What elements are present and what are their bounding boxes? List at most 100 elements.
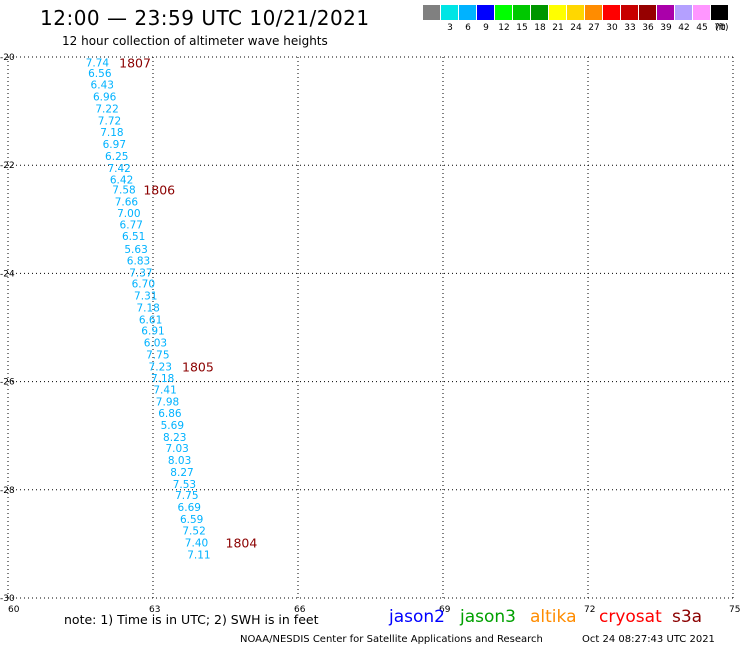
swh-value-label: 6.69 [178,502,201,514]
x-tick-label: 66 [294,605,306,615]
y-tick-label: -20 [0,53,15,63]
swh-value-label: 7.66 [115,196,139,208]
swh-value-label: 6.25 [105,151,128,163]
footer-timestamp: Oct 24 08:27:43 UTC 2021 [582,634,715,645]
swh-value-label: 7.75 [146,350,169,362]
y-tick-label: -26 [0,378,15,388]
swh-value-label: 5.63 [124,244,147,256]
swh-value-label: 7.72 [98,115,121,127]
footer-credit: NOAA/NESDIS Center for Satellite Applica… [240,634,543,645]
pass-time-label: 1806 [143,183,175,198]
legend-label: 39 [660,23,672,33]
swh-value-label: 6.42 [110,174,133,186]
legend-swatch [423,5,440,20]
swh-value-label: 6.77 [120,220,143,232]
swh-value-label: 6.59 [180,514,203,526]
swh-value-label: 6.43 [91,80,114,92]
satellite-jason3: jason3 [460,607,516,627]
legend-label: 9 [483,23,489,33]
legend-swatch [693,5,710,20]
swh-value-label: 8.27 [170,467,193,479]
swh-value-label: 7.03 [165,443,188,455]
swh-value-label: 6.70 [132,279,155,291]
swh-value-label: 7.23 [149,361,172,373]
legend-swatch [459,5,476,20]
swh-value-label: 7.41 [153,385,176,397]
legend-swatch [441,5,458,20]
legend-swatch [675,5,692,20]
swh-value-label: 7.75 [175,490,198,502]
swh-value-label: 7.52 [182,525,205,537]
swh-value-label: 6.83 [127,255,150,267]
pass-time-label: 1807 [119,55,151,70]
swh-value-label: 6.51 [122,231,145,243]
swh-value-label: 7.18 [100,127,123,139]
legend-swatch [621,5,638,20]
legend-swatch [639,5,656,20]
satellite-cryosat: cryosat [599,607,662,627]
y-tick-label: -30 [0,594,15,604]
swh-value-label: 7.22 [95,103,118,115]
swh-value-label: 7.11 [187,550,210,562]
legend-swatch [585,5,602,20]
y-tick-label: -28 [0,486,15,496]
swh-value-label: 8.23 [163,432,186,444]
x-tick-label: 63 [149,605,160,615]
legend-label: 15 [516,23,528,33]
legend-label: 30 [606,23,618,33]
legend-label: 27 [588,23,600,33]
legend-label: 3 [447,23,453,33]
x-tick-label: 72 [584,605,595,615]
legend-label: 18 [534,23,546,33]
swh-value-label: 6.96 [93,91,117,103]
swh-value-label: 6.61 [139,314,162,326]
pass-time-label: 1805 [182,359,214,374]
legend-swatch [567,5,584,20]
chart-subtitle: 12 hour collection of altimeter wave hei… [62,34,328,48]
swh-value-label: 7.53 [173,479,196,491]
swh-value-label: 7.42 [107,163,130,175]
legend-swatch [495,5,512,20]
swh-value-label: 6.03 [144,338,167,350]
legend-label: 70 [714,23,726,33]
legend-label: 45 [696,23,708,33]
swh-value-label: 6.56 [88,68,112,80]
chart-title: 12:00 — 23:59 UTC 10/21/2021 [40,6,370,30]
x-tick-label: 75 [729,605,740,615]
legend-label: 42 [678,23,690,33]
satellite-s3a: s3a [672,607,703,627]
y-tick-label: -24 [0,269,15,279]
swh-value-label: 7.98 [156,397,179,409]
x-tick-label: 60 [8,605,20,615]
legend-swatch [477,5,494,20]
legend-label: 33 [624,23,636,33]
legend-swatch [711,5,728,20]
pass-time-label: 1804 [226,535,258,550]
swh-value-label: 7.18 [151,373,174,385]
swh-value-label: 8.03 [168,455,191,467]
legend-label: 24 [570,23,582,33]
legend-label: 6 [465,23,471,33]
legend-swatch [603,5,620,20]
legend-label: 36 [642,23,654,33]
legend-label: 21 [552,23,564,33]
swh-value-label: 7.58 [112,185,135,197]
legend-swatch [513,5,530,20]
satellite-jason2: jason2 [389,607,445,627]
swh-value-label: 7.31 [134,291,157,303]
y-tick-label: -22 [0,161,15,171]
legend-swatch [657,5,674,20]
swh-value-label: 6.86 [158,408,182,420]
swh-value-label: 7.00 [117,208,140,220]
swh-value-label: 7.74 [86,57,110,69]
units-note: note: 1) Time is in UTC; 2) SWH is in fe… [64,612,319,627]
swh-value-label: 5.69 [161,420,184,432]
swh-value-label: 6.91 [141,326,164,338]
swh-value-label: 6.97 [103,139,126,151]
legend-swatch [531,5,548,20]
x-tick-label: 69 [439,605,451,615]
satellite-altika: altika [530,607,577,627]
legend-swatch [549,5,566,20]
legend-unit: (ft) [715,23,729,33]
